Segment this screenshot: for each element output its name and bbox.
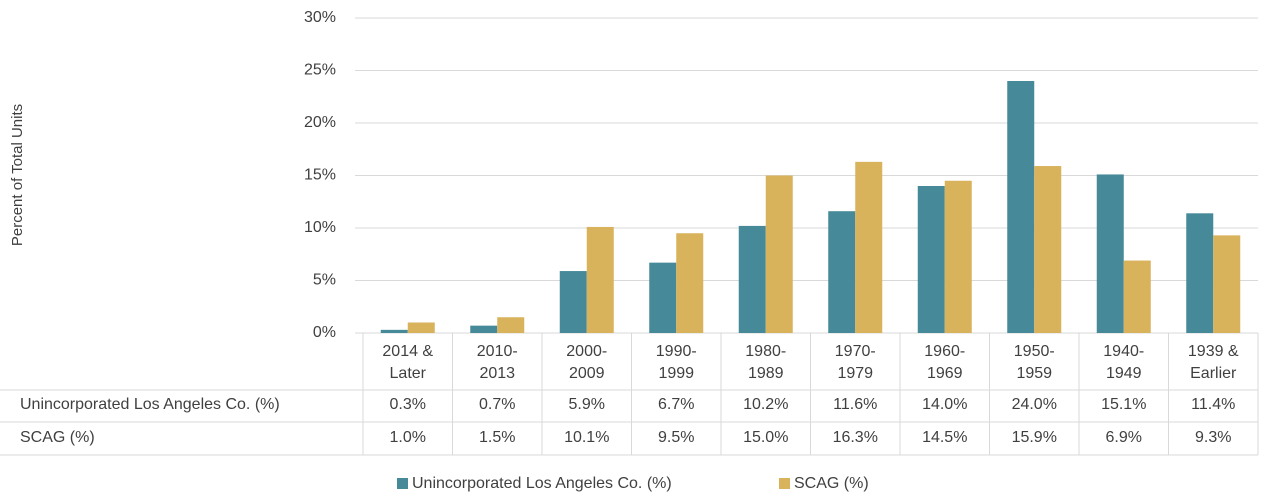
bar [1123, 260, 1151, 333]
x-tick-label: 1980- [745, 343, 786, 360]
x-tick-label: 1960- [924, 343, 965, 360]
x-tick-label: 1950- [1014, 343, 1055, 360]
bar [917, 186, 945, 333]
bar [765, 175, 793, 333]
x-tick-label: 2014 & [382, 343, 433, 360]
x-tick-label: 1999 [658, 365, 694, 382]
y-tick-label: 10% [304, 219, 336, 236]
table-value: 15.1% [1101, 396, 1146, 413]
table-value: 14.5% [922, 429, 967, 446]
bar [828, 211, 856, 333]
table-value: 16.3% [833, 429, 878, 446]
table-value: 1.0% [390, 429, 426, 446]
bar [649, 262, 677, 333]
bar [944, 180, 972, 333]
bar [559, 271, 587, 333]
legend-swatch [397, 478, 408, 489]
bar [1096, 174, 1124, 333]
bar [497, 317, 525, 333]
bar [1034, 166, 1062, 333]
bar [738, 225, 766, 333]
x-tick-label: 1989 [748, 365, 784, 382]
y-axis-title: Percent of Total Units [9, 104, 26, 246]
y-tick-label: 20% [304, 114, 336, 131]
bar [586, 226, 614, 333]
table-value: 11.6% [833, 396, 877, 413]
x-tick-label: 1939 & [1188, 343, 1239, 360]
table-value: 10.1% [564, 429, 609, 446]
x-tick-label: Later [390, 365, 427, 382]
y-tick-label: 30% [304, 9, 336, 26]
table-value: 5.9% [569, 396, 605, 413]
table-value: 10.2% [743, 396, 788, 413]
table-value: 9.3% [1195, 429, 1231, 446]
bar [1186, 213, 1214, 333]
y-tick-label: 15% [304, 167, 336, 184]
legend-swatch [779, 478, 790, 489]
table-value: 0.3% [390, 396, 426, 413]
bar [676, 233, 704, 333]
table-value: 0.7% [479, 396, 515, 413]
table-value: 11.4% [1191, 396, 1235, 413]
y-tick-label: 0% [313, 324, 336, 341]
bar [1213, 235, 1241, 333]
x-tick-label: 1979 [837, 365, 873, 382]
x-tick-label: 1970- [835, 343, 876, 360]
table-value: 6.7% [658, 396, 694, 413]
bar [855, 161, 883, 333]
x-tick-label: 1990- [656, 343, 697, 360]
x-tick-label: Earlier [1190, 365, 1237, 382]
x-tick-label: 2000- [566, 343, 607, 360]
legend-label: SCAG (%) [794, 475, 869, 492]
table-value: 6.9% [1106, 429, 1142, 446]
table-value: 14.0% [922, 396, 967, 413]
bar [380, 329, 408, 333]
table-value: 9.5% [658, 429, 694, 446]
y-tick-label: 5% [313, 272, 336, 289]
table-row-label: SCAG (%) [20, 429, 95, 446]
x-tick-label: 2009 [569, 365, 605, 382]
table-value: 24.0% [1012, 396, 1057, 413]
x-tick-label: 1969 [927, 365, 963, 382]
bar [470, 325, 498, 333]
x-tick-label: 1940- [1103, 343, 1144, 360]
x-tick-label: 2010- [477, 343, 518, 360]
bar [1007, 81, 1035, 333]
bar [407, 322, 435, 333]
x-tick-label: 2013 [479, 365, 515, 382]
table-value: 15.0% [743, 429, 788, 446]
x-tick-label: 1949 [1106, 365, 1142, 382]
y-tick-label: 25% [304, 62, 336, 79]
legend-label: Unincorporated Los Angeles Co. (%) [412, 475, 672, 492]
x-tick-label: 1959 [1016, 365, 1052, 382]
table-row-label: Unincorporated Los Angeles Co. (%) [20, 396, 280, 413]
table-value: 15.9% [1012, 429, 1057, 446]
table-value: 1.5% [479, 429, 515, 446]
